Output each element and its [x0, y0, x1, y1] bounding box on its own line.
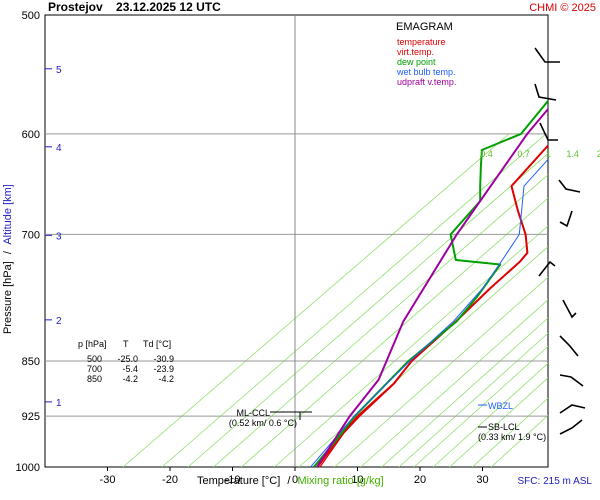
- pressure-tick-label: 600: [22, 129, 40, 141]
- mixing-ratio-line: [187, 153, 548, 467]
- table-row-700-p: 700: [87, 364, 102, 374]
- mixing-ratio-labels: 0.40.711.42346810121417202530: [480, 149, 600, 159]
- mixing-ratio-label: 0.4: [480, 149, 493, 159]
- altitude-tick-label: 5: [56, 65, 62, 76]
- legend-dew-point: dew point: [397, 57, 436, 67]
- temperature-tick-label: -10: [225, 474, 241, 486]
- wind-barb-icon: [559, 404, 586, 414]
- wind-barb-icon: [559, 210, 573, 228]
- chart-title: EMAGRAM: [396, 21, 453, 33]
- annotations: ML-CCL (0.52 km/ 0.6 °C) WBZL SB-LCL (0.…: [229, 401, 546, 442]
- legend-wet-bulb: wet bulb temp.: [396, 67, 456, 77]
- mixing-ratio-line: [241, 197, 548, 467]
- pressure-tick-label: 850: [22, 356, 40, 368]
- mixing-ratio-label: 1: [546, 149, 551, 159]
- table-row-850-t: -4.2: [122, 374, 138, 384]
- series-line-4: [310, 158, 548, 467]
- mixing-ratio-line: [381, 317, 548, 467]
- table-header-td: Td [°C]: [143, 339, 171, 349]
- wind-barb-icon: [558, 179, 581, 193]
- altitude-tick-label: 4: [56, 143, 62, 154]
- pressure-tick-label: 700: [22, 229, 40, 241]
- ml-ccl-label: ML-CCL: [236, 408, 270, 418]
- credit-label: CHMI © 2025: [529, 2, 596, 14]
- mixing-ratio-label: 0.7: [517, 149, 530, 159]
- temperature-tick-label: -30: [100, 474, 116, 486]
- mixing-ratio-line: [122, 133, 510, 467]
- mixing-ratio-line: [449, 377, 548, 467]
- temperature-tick-label: 20: [414, 474, 426, 486]
- wind-barbs: [534, 47, 586, 435]
- temperature-tick-label: 0: [292, 474, 298, 486]
- wind-barb-icon: [534, 47, 560, 63]
- ml-ccl-values: (0.52 km/ 0.6 °C): [229, 418, 297, 428]
- legend-updraft: udpraft v.temp.: [397, 77, 456, 87]
- profile-series: [310, 99, 548, 467]
- table-header-t: T: [123, 339, 129, 349]
- temperature-tick-label: 10: [351, 474, 363, 486]
- wind-barb-icon: [538, 260, 556, 277]
- series-line-5: [316, 107, 548, 467]
- mixing-ratio-line: [213, 174, 548, 467]
- mixing-ratio-line: [398, 332, 548, 467]
- table-row-700-t: -5.4: [122, 364, 138, 374]
- legend: EMAGRAM temperature virt.temp. dew point…: [396, 21, 456, 87]
- plot-area: [44, 14, 549, 468]
- temperature-tick-label: -20: [162, 474, 178, 486]
- mixing-ratio-line: [413, 345, 548, 467]
- surface-elevation: SFC: 215 m ASL: [518, 476, 593, 487]
- table-row-850-td: -4.2: [158, 374, 174, 384]
- pressure-tick-label: 500: [22, 10, 40, 22]
- wind-barb-icon: [562, 299, 577, 319]
- table-row-500-t: -25.0: [117, 354, 138, 364]
- mixing-ratio-line: [161, 133, 547, 467]
- pressure-tick-label: 925: [22, 411, 40, 423]
- table-header-p: p [hPa]: [78, 339, 107, 349]
- temperature-axis-title: Temperature [°C] / Mixing ratio [g/kg]: [197, 475, 384, 487]
- table-row-500-p: 500: [87, 354, 102, 364]
- wind-barb-icon: [534, 83, 557, 101]
- mixing-ratio-line: [472, 397, 548, 467]
- wind-barb-icon: [559, 419, 583, 435]
- mixing-ratio-label: 1.4: [566, 149, 579, 159]
- mixing-ratio-line: [334, 276, 548, 467]
- levels-table: p [hPa] T Td [°C] 500 -25.0 -30.9 700 -5…: [78, 339, 174, 384]
- pressure-tick-label: 1000: [16, 462, 40, 474]
- sb-lcl-values: (0.33 km/ 1.9 °C): [478, 432, 546, 442]
- table-row-500-td: -30.9: [153, 354, 174, 364]
- mixing-ratio-line: [360, 299, 548, 467]
- pressure-axis: 500 600 700 850 925 1000: [16, 10, 40, 474]
- temperature-tick-label: 30: [476, 474, 488, 486]
- wbzl-label: WBZL: [488, 401, 513, 411]
- mixing-ratio-line: [274, 225, 548, 467]
- wind-barb-icon: [559, 374, 584, 387]
- series-line-2: [319, 144, 548, 467]
- altitude-tick-label: 2: [56, 316, 62, 327]
- temperature-axis: -30 -20 -10 0 10 20 30: [100, 467, 489, 486]
- mixing-ratio-label: 2: [597, 149, 600, 159]
- legend-temperature: temperature: [397, 37, 446, 47]
- altitude-axis: 1 2 3 4 5: [45, 65, 62, 409]
- pressure-gridlines: [45, 133, 548, 417]
- wind-barb-icon: [559, 335, 579, 357]
- wind-barb-icon: [539, 122, 558, 141]
- table-row-850-p: 850: [87, 374, 102, 384]
- mixing-ratio-line: [432, 362, 548, 467]
- altitude-tick-label: 3: [56, 231, 62, 242]
- altitude-tick-label: 1: [56, 398, 62, 409]
- pressure-axis-title: Pressure [hPa] / Altitude [km]: [2, 184, 14, 334]
- legend-virtual-temperature: virt.temp.: [397, 47, 434, 57]
- table-row-700-td: -23.9: [153, 364, 174, 374]
- chart-station-title: Prostejov 23.12.2025 12 UTC: [48, 0, 221, 14]
- sb-lcl-label: SB-LCL: [488, 422, 520, 432]
